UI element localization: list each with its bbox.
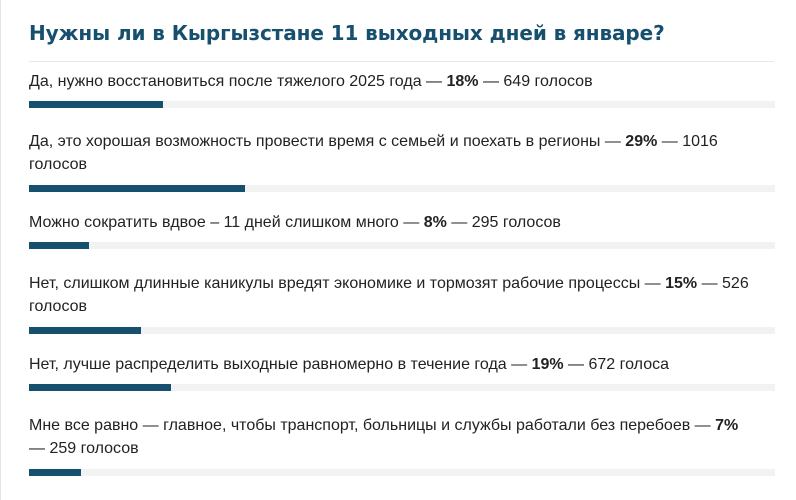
poll-option-text: Нет, слишком длинные каникулы вредят эко… [29,275,749,315]
poll-option[interactable]: Можно сократить вдвое – 11 дней слишком … [29,212,775,249]
poll-option-text: Да, это хорошая возможность провести вре… [29,133,718,173]
poll-option-bar-track [29,327,775,334]
title-divider [29,61,774,62]
poll-option-percent: 7% [715,417,739,434]
poll-option[interactable]: Мне все равно — главное, чтобы транспорт… [29,414,775,476]
poll-option-bar-track [29,101,775,108]
poll-title: Нужны ли в Кыргызстане 11 выходных дней … [29,21,665,45]
poll-option-percent: 8% [423,214,447,231]
poll-option-bar-fill [29,327,141,334]
poll-option-text: Мне все равно — главное, чтобы транспорт… [29,417,739,457]
poll-option-bar-track [29,384,775,391]
poll-option[interactable]: Нет, лучше распределить выходные равноме… [29,354,775,391]
poll-option-text: Да, нужно восстановиться после тяжелого … [29,73,593,90]
poll-option-percent: 18% [446,73,479,90]
poll-option-text: Можно сократить вдвое – 11 дней слишком … [29,214,561,231]
poll-option-bar-track [29,242,775,249]
poll-option-bar-fill [29,101,164,108]
poll-option-percent: 29% [625,133,658,150]
poll-option[interactable]: Нет, слишком длинные каникулы вредят эко… [29,272,775,334]
poll-option-bar-fill [29,185,246,192]
poll-option-text: Нет, лучше распределить выходные равноме… [29,356,669,373]
poll-option[interactable]: Да, нужно восстановиться после тяжелого … [29,71,775,108]
poll-option-bar-fill [29,384,171,391]
poll-option[interactable]: Да, это хорошая возможность провести вре… [29,130,775,192]
poll-option-percent: 15% [665,275,698,292]
poll-option-percent: 19% [531,356,564,373]
poll-option-bar-track [29,469,775,476]
poll-option-bar-fill [29,469,82,476]
poll-option-bar-fill [29,242,89,249]
poll-option-bar-track [29,185,775,192]
